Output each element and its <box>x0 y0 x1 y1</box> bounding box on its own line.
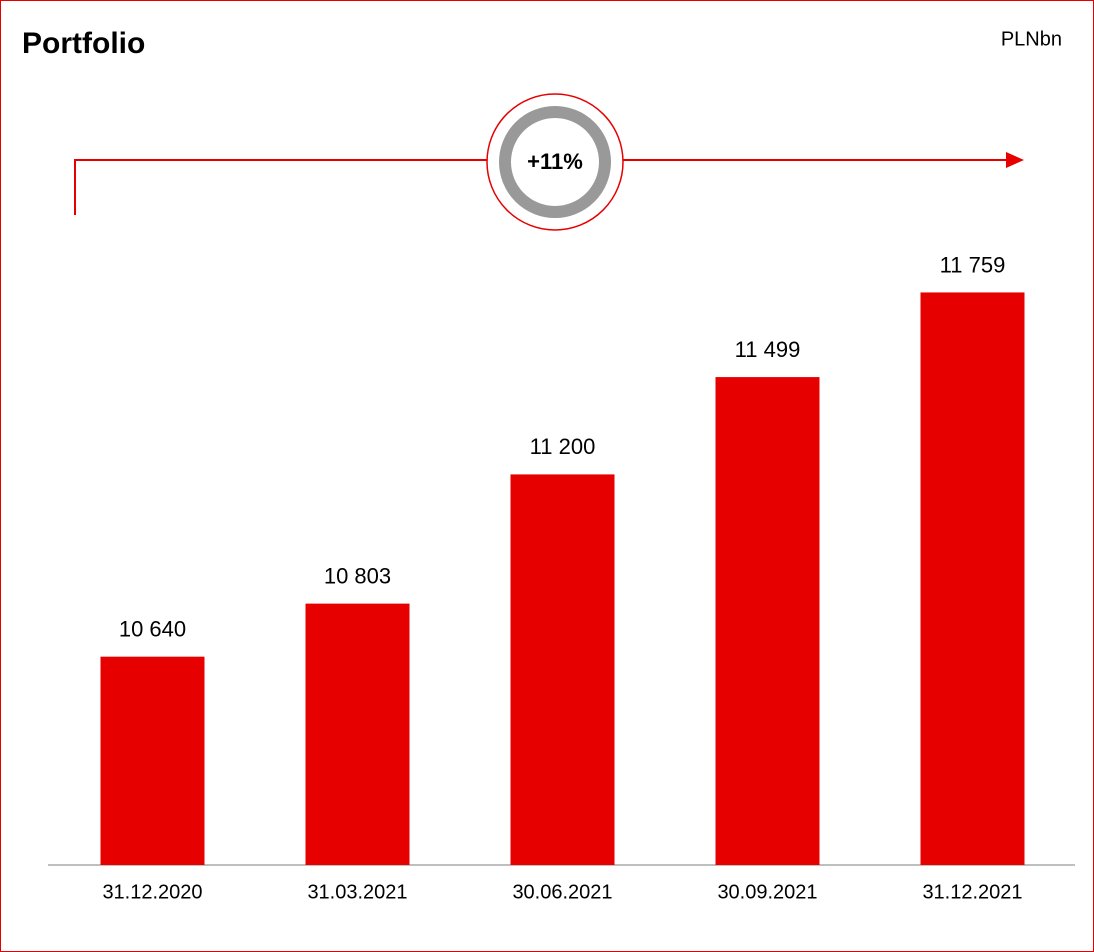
x-tick-label: 30.09.2021 <box>717 881 817 903</box>
value-label: 10 803 <box>324 563 391 588</box>
value-label: 11 759 <box>940 252 1006 277</box>
bar <box>920 292 1025 865</box>
x-tick-label: 31.12.2020 <box>102 881 202 903</box>
badge-circle <box>499 106 611 218</box>
arrow-line <box>74 159 487 215</box>
bar <box>510 474 615 865</box>
growth-annotation: +11% <box>527 149 583 174</box>
unit-label: PLNbn <box>1001 28 1062 50</box>
chart-title: Portfolio <box>22 27 145 60</box>
bar <box>715 377 820 865</box>
growth-arrow: +11% <box>74 93 1024 231</box>
arrow-head <box>1006 152 1024 168</box>
value-label: 10 640 <box>119 616 186 641</box>
bar <box>100 656 205 865</box>
x-tick-label: 31.03.2021 <box>307 881 407 903</box>
x-tick-label: 31.12.2021 <box>922 881 1022 903</box>
bar <box>305 603 410 865</box>
value-label: 11 200 <box>530 434 596 459</box>
value-label: 11 499 <box>735 337 801 362</box>
x-tick-label: 30.06.2021 <box>512 881 612 903</box>
